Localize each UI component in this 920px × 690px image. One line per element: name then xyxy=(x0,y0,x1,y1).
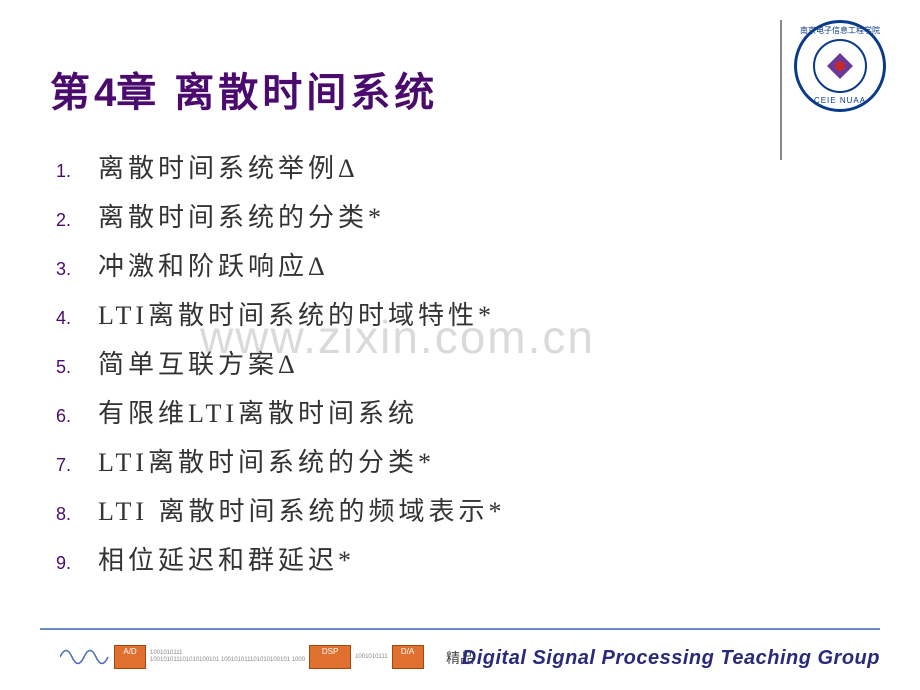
item-number: 2. xyxy=(50,210,98,231)
item-text: 冲激和阶跃响应Δ xyxy=(98,246,329,283)
list-item: 6. 有限维LTI离散时间系统 xyxy=(50,393,870,430)
list-item: 8. LTI 离散时间系统的频域表示* xyxy=(50,491,870,528)
title-prefix: 第 xyxy=(50,70,94,115)
footer: A/D 1001010111 100101011101010100101 100… xyxy=(0,620,920,690)
list-item: 1. 离散时间系统举例Δ xyxy=(50,148,870,185)
item-number: 3. xyxy=(50,259,98,280)
list-item: 5. 简单互联方案Δ xyxy=(50,344,870,381)
item-number: 7. xyxy=(50,455,98,476)
ad-chip-icon: A/D xyxy=(114,645,146,669)
item-text: LTI离散时间系统的时域特性* xyxy=(98,295,495,332)
sine-wave-icon xyxy=(60,642,110,672)
institution-logo: 南京电子信息工程学院 CEIE NUAA xyxy=(780,20,900,112)
footer-graphics: A/D 1001010111 100101011101010100101 100… xyxy=(60,642,424,672)
title-suffix: 章 离散时间系统 xyxy=(116,70,438,115)
item-number: 1. xyxy=(50,161,98,182)
list-item: 9. 相位延迟和群延迟* xyxy=(50,540,870,577)
item-text: 离散时间系统举例Δ xyxy=(98,148,359,185)
dsp-chip-icon: DSP xyxy=(309,645,351,669)
binary-text: 1001010111 100101011101010100101 1001010… xyxy=(150,650,305,664)
list-item: 7. LTI离散时间系统的分类* xyxy=(50,442,870,479)
item-number: 8. xyxy=(50,504,98,525)
item-text: 简单互联方案Δ xyxy=(98,344,299,381)
list-item: 3. 冲激和阶跃响应Δ xyxy=(50,246,870,283)
item-text: 离散时间系统的分类* xyxy=(98,197,385,234)
item-number: 9. xyxy=(50,553,98,574)
list-item: 4. LTI离散时间系统的时域特性* xyxy=(50,295,870,332)
chapter-title: 第4章 离散时间系统 xyxy=(50,60,870,118)
footer-group-text: Digital Signal Processing Teaching Group xyxy=(462,647,880,670)
item-text: LTI 离散时间系统的频域表示* xyxy=(98,491,506,528)
footer-divider xyxy=(40,628,880,630)
item-text: LTI离散时间系统的分类* xyxy=(98,442,435,479)
logo-top-text: 南京电子信息工程学院 xyxy=(797,25,883,36)
logo-dot-icon xyxy=(835,61,845,71)
chapter-number: 4 xyxy=(94,71,116,115)
da-chip-icon: D/A xyxy=(392,645,424,669)
item-number: 4. xyxy=(50,308,98,329)
topic-list: 1. 离散时间系统举例Δ 2. 离散时间系统的分类* 3. 冲激和阶跃响应Δ 4… xyxy=(50,148,870,577)
item-text: 有限维LTI离散时间系统 xyxy=(98,393,418,430)
logo-bottom-text: CEIE NUAA xyxy=(797,96,883,105)
binary-text: 1001010111 xyxy=(355,654,387,661)
item-number: 5. xyxy=(50,357,98,378)
logo-circle: 南京电子信息工程学院 CEIE NUAA xyxy=(794,20,886,112)
slide-container: 南京电子信息工程学院 CEIE NUAA 第4章 离散时间系统 1. 离散时间系… xyxy=(0,0,920,690)
list-item: 2. 离散时间系统的分类* xyxy=(50,197,870,234)
item-number: 6. xyxy=(50,406,98,427)
item-text: 相位延迟和群延迟* xyxy=(98,540,355,577)
